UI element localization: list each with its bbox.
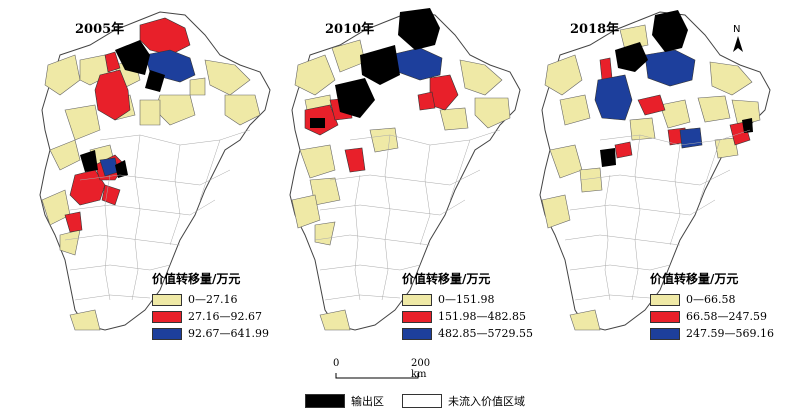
map-panel-2018: 2018年 价值转移量/万元 0—66.58 66.58—247.59 247.…	[520, 0, 785, 360]
legend-row: 151.98—482.85	[402, 308, 533, 325]
scale-end: 200 km	[411, 358, 431, 380]
year-label: 2018年	[570, 22, 620, 37]
legend-label: 482.85—5729.55	[438, 327, 533, 340]
legend-no-inflow-area: 未流入价值区域	[402, 393, 525, 409]
legend-swatch	[650, 310, 680, 323]
year-label: 2010年	[325, 22, 375, 37]
map-panel-2005: 2005年 价值转移量/万元 0—27.16 27.16—92.67 92.67…	[20, 0, 285, 360]
legend-swatch	[305, 394, 345, 408]
legend-row: 27.16—92.67	[152, 308, 269, 325]
legend-swatch	[152, 293, 182, 306]
legend-row: 247.59—569.16	[650, 325, 774, 342]
legend-output-area: 输出区	[305, 393, 384, 409]
legend-title: 价值转移量/万元	[152, 272, 241, 286]
legend-label: 0—27.16	[188, 293, 238, 306]
legend-swatch	[402, 394, 442, 408]
legend-label: 输出区	[351, 395, 384, 408]
map-2018	[539, 10, 771, 331]
legend-swatch	[402, 327, 432, 340]
legend-swatch	[650, 327, 680, 340]
legend-swatch	[402, 293, 432, 306]
legend-label: 151.98—482.85	[438, 310, 526, 323]
legend-label: 0—66.58	[686, 293, 736, 306]
legend-label: 未流入价值区域	[448, 395, 525, 408]
legend-swatch	[402, 310, 432, 323]
legend-row: 0—66.58	[650, 291, 774, 308]
legend: 价值转移量/万元 0—27.16 27.16—92.67 92.67—641.9…	[152, 270, 269, 342]
legend-title: 价值转移量/万元	[402, 272, 491, 286]
north-arrow-icon: N	[728, 24, 748, 54]
legend-label: 27.16—92.67	[188, 310, 262, 323]
legend-row: 66.58—247.59	[650, 308, 774, 325]
legend-row: 0—151.98	[402, 291, 533, 308]
legend-label: 0—151.98	[438, 293, 495, 306]
legend-swatch	[152, 327, 182, 340]
legend-label: 92.67—641.99	[188, 327, 269, 340]
map-2005	[39, 11, 271, 331]
output-legend: 输出区 未流入价值区域	[305, 393, 543, 409]
north-label: N	[733, 24, 741, 35]
legend-swatch	[650, 293, 680, 306]
year-label: 2005年	[75, 22, 125, 37]
legend-row: 92.67—641.99	[152, 325, 269, 342]
scale-start: 0	[333, 358, 340, 369]
map-panel-2010: 2010年 价值转移量/万元 0—151.98 151.98—482.85 48…	[270, 0, 535, 360]
legend-title: 价值转移量/万元	[650, 272, 739, 286]
legend-label: 66.58—247.59	[686, 310, 767, 323]
scale-bar: 0 200 km	[333, 358, 443, 388]
legend-swatch	[152, 310, 182, 323]
map-2010	[289, 8, 521, 331]
legend-row: 0—27.16	[152, 291, 269, 308]
legend-row: 482.85—5729.55	[402, 325, 533, 342]
legend: 价值转移量/万元 0—151.98 151.98—482.85 482.85—5…	[402, 270, 533, 342]
legend-label: 247.59—569.16	[686, 327, 774, 340]
legend: 价值转移量/万元 0—66.58 66.58—247.59 247.59—569…	[650, 270, 774, 342]
